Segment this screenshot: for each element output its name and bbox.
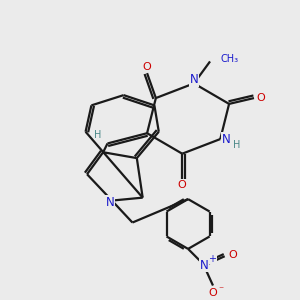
Text: N: N xyxy=(222,133,230,146)
Text: O: O xyxy=(228,250,237,260)
Text: ⁻: ⁻ xyxy=(219,286,224,296)
Text: N: N xyxy=(190,74,198,86)
Text: O: O xyxy=(208,288,217,298)
Text: O: O xyxy=(178,180,187,190)
Text: O: O xyxy=(143,62,152,72)
Text: H: H xyxy=(233,140,240,150)
Text: +: + xyxy=(208,254,216,264)
Text: N: N xyxy=(106,196,115,208)
Text: O: O xyxy=(256,93,265,103)
Text: CH₃: CH₃ xyxy=(220,53,238,64)
Text: H: H xyxy=(94,130,102,140)
Text: N: N xyxy=(200,259,208,272)
